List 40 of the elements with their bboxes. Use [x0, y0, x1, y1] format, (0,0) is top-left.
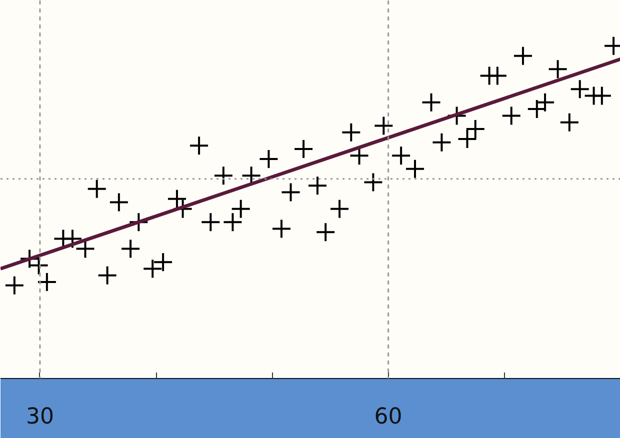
- point: [166, 188, 187, 209]
- point: [512, 46, 533, 66]
- point: [570, 79, 590, 100]
- point: [28, 255, 49, 276]
- point: [280, 182, 301, 202]
- point: [548, 59, 568, 80]
- point: [271, 218, 292, 239]
- point: [97, 265, 118, 286]
- point: [330, 198, 350, 219]
- point: [230, 198, 251, 219]
- point: [36, 272, 57, 292]
- point: [189, 136, 210, 156]
- point: [316, 222, 336, 242]
- point: [432, 132, 452, 152]
- point: [4, 275, 24, 296]
- x-tick-label: 60: [374, 404, 402, 430]
- x-tick-label: 30: [26, 404, 54, 430]
- point: [404, 158, 425, 179]
- point: [341, 122, 362, 142]
- point: [213, 166, 234, 186]
- point: [128, 212, 149, 232]
- point: [446, 106, 467, 126]
- point: [294, 138, 314, 159]
- point: [222, 212, 243, 232]
- point: [62, 228, 82, 249]
- point: [120, 238, 141, 259]
- point: [108, 192, 129, 212]
- point: [559, 112, 580, 132]
- point: [86, 178, 107, 199]
- point: [374, 116, 394, 136]
- point: [391, 146, 412, 166]
- point: [363, 172, 384, 192]
- point: [307, 176, 328, 196]
- point: [200, 212, 221, 232]
- point: [20, 248, 40, 269]
- point: [501, 106, 522, 126]
- point: [592, 86, 612, 106]
- point: [258, 148, 279, 169]
- point: [421, 92, 442, 112]
- point: [487, 66, 508, 86]
